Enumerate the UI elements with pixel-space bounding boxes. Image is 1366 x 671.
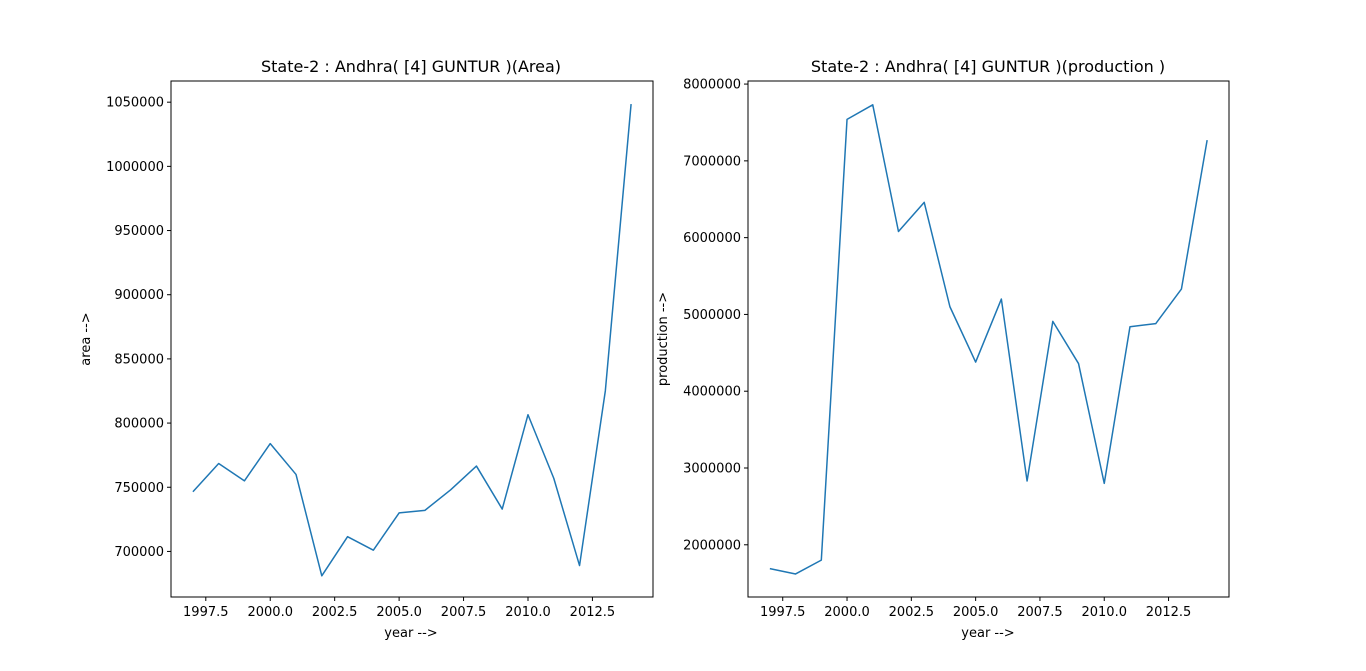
area-xtick-label: 2005.0: [376, 605, 422, 620]
area-chart-ylabel: area -->: [79, 312, 94, 365]
production-chart-panel: State-2 : Andhra( [4] GUNTUR )(productio…: [656, 57, 1230, 641]
production-chart-ylabel: production -->: [656, 292, 671, 386]
production-ytick-label: 6000000: [683, 231, 741, 246]
area-ytick-label: 950000: [114, 224, 164, 239]
area-chart-xlabel: year -->: [384, 626, 437, 641]
area-xtick-label: 2000.0: [247, 605, 293, 620]
area-ytick-label: 700000: [114, 545, 164, 560]
production-series-line-0: [769, 104, 1208, 575]
production-ytick-label: 4000000: [683, 385, 741, 400]
production-xtick-label: 2007.5: [1017, 605, 1063, 620]
area-xtick-label: 2012.5: [570, 605, 616, 620]
area-series-line-0: [192, 104, 632, 577]
area-xtick-label: 2010.0: [505, 605, 551, 620]
area-chart-panel: State-2 : Andhra( [4] GUNTUR )(Area) yea…: [79, 57, 654, 641]
area-xtick-label: 1997.5: [183, 605, 229, 620]
area-ytick-label: 800000: [114, 417, 164, 432]
production-ytick-label: 8000000: [683, 78, 741, 93]
area-xtick-label: 2002.5: [312, 605, 358, 620]
area-ytick-label: 900000: [114, 288, 164, 303]
production-plot-frame: [747, 80, 1230, 598]
area-xtick-label: 2007.5: [441, 605, 487, 620]
production-ytick-label: 7000000: [683, 154, 741, 169]
production-ytick-label: 2000000: [683, 538, 741, 553]
production-xtick-label: 2002.5: [889, 605, 935, 620]
area-ytick-label: 1050000: [106, 96, 164, 111]
production-xtick-label: 2012.5: [1146, 605, 1192, 620]
area-ytick-label: 750000: [114, 481, 164, 496]
production-xtick-label: 1997.5: [760, 605, 806, 620]
production-ytick-label: 3000000: [683, 462, 741, 477]
production-chart-title: State-2 : Andhra( [4] GUNTUR )(productio…: [811, 57, 1165, 76]
area-ytick-label: 1000000: [106, 160, 164, 175]
area-plot-frame: [170, 80, 654, 598]
production-ytick-label: 5000000: [683, 308, 741, 323]
area-ytick-label: 850000: [114, 352, 164, 367]
area-chart-title: State-2 : Andhra( [4] GUNTUR )(Area): [261, 57, 561, 76]
production-xtick-label: 2005.0: [953, 605, 999, 620]
production-xtick-label: 2010.0: [1081, 605, 1127, 620]
production-xtick-label: 2000.0: [824, 605, 870, 620]
production-chart-xlabel: year -->: [961, 626, 1014, 641]
